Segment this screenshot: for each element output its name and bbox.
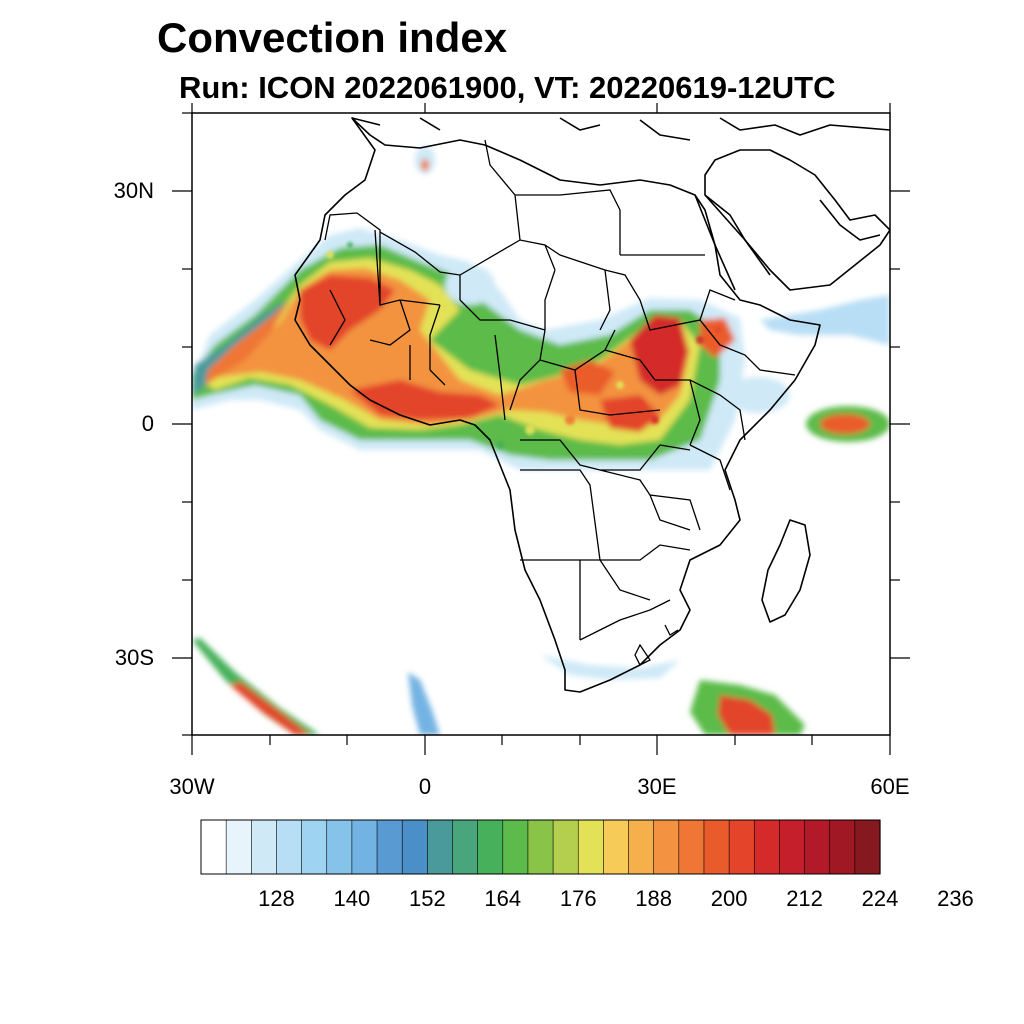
lon-label-0: 0	[418, 774, 432, 799]
field-south-streak	[408, 672, 440, 735]
colorbar-swatch	[804, 819, 831, 875]
field-core-ethiopia	[700, 318, 735, 358]
colorbar-tick-label: 200	[710, 886, 748, 911]
field-atlantic-tongue-2	[205, 300, 290, 385]
lat-label-0: 0	[141, 411, 154, 436]
field-core-coast	[350, 380, 500, 420]
colorbar-tick-label: 212	[786, 886, 823, 911]
field-north-speck-3	[445, 265, 495, 305]
colorbar-swatch	[251, 819, 278, 875]
field-north-speck-2	[421, 159, 429, 171]
field-core-central	[560, 360, 615, 395]
lon-label-60e: 60E	[870, 774, 910, 799]
colorbar-swatch	[200, 819, 227, 875]
field-south-africa-light	[540, 655, 680, 680]
colorbar-swatch	[477, 819, 504, 875]
colorbar	[200, 819, 881, 875]
gulf-coast	[819, 199, 881, 241]
colorbar-swatch	[351, 819, 378, 875]
colorbar-swatch	[552, 819, 579, 875]
colorbar-swatch	[753, 819, 781, 875]
colorbar-swatch	[829, 819, 856, 875]
country-borders	[324, 139, 796, 666]
colorbar-tick-label: 140	[333, 886, 371, 911]
field-south-atlantic-front	[192, 638, 320, 735]
field-south-atlantic-front-core	[230, 682, 310, 735]
colorbar-swatch	[527, 819, 554, 875]
chart-title: Convection index	[157, 14, 508, 61]
madagascar-coastline	[761, 519, 811, 623]
field-speckles	[326, 242, 721, 449]
colorbar-swatch	[603, 819, 630, 875]
colorbar-swatch	[653, 819, 680, 875]
colorbar-tick-label: 176	[559, 886, 597, 911]
colorbar-swatch	[376, 819, 403, 875]
coastlines	[294, 117, 890, 693]
colorbar-tick-label: 188	[635, 886, 673, 911]
lon-label-30e: 30E	[637, 774, 677, 799]
field-core-sudan	[630, 315, 688, 395]
colorbar-swatch	[427, 819, 454, 875]
axis-ticks	[172, 103, 910, 755]
colorbar-swatch	[728, 819, 755, 875]
colorbar-tick-label: 152	[408, 886, 446, 911]
lon-label-30w: 30W	[169, 774, 215, 799]
colorbar-swatch	[452, 819, 479, 875]
colorbar-swatch	[628, 819, 655, 875]
colorbar-swatch	[301, 819, 328, 875]
field-core-west	[300, 275, 395, 350]
red-sea-coast	[694, 194, 771, 291]
field-somalia	[726, 377, 790, 413]
border-lines	[324, 139, 796, 666]
colorbar-swatch	[854, 819, 881, 875]
chart-subtitle: Run: ICON 2022061900, VT: 20220619-12UTC	[179, 70, 836, 105]
arabia-coastline	[704, 149, 890, 291]
colorbar-tick-label: 128	[258, 886, 295, 911]
colorbar-swatch	[779, 819, 806, 875]
field-indian-ocean-core	[820, 414, 870, 434]
africa-coastline	[294, 117, 821, 693]
colorbar-swatch	[276, 819, 303, 875]
colorbar-swatch	[678, 819, 705, 875]
colorbar-tick-label: 224	[861, 886, 899, 911]
colorbar-swatch	[401, 819, 428, 875]
lat-label-30n: 30N	[113, 178, 154, 203]
colorbar-swatch	[225, 819, 252, 875]
europe-coastline	[351, 117, 890, 141]
colorbar-tick-label: 164	[484, 886, 522, 911]
field-mozambique-front-core	[718, 695, 775, 735]
convection-field	[192, 146, 890, 735]
colorbar-frame	[200, 819, 881, 875]
colorbar-swatch	[703, 819, 730, 875]
colorbar-swatch	[502, 819, 529, 875]
lat-label-30s: 30S	[114, 645, 154, 670]
colorbar-swatch	[326, 819, 353, 875]
field-arabian-sea	[760, 295, 890, 345]
colorbar-swatch	[577, 819, 604, 875]
colorbar-tick-label: 236	[937, 886, 974, 911]
